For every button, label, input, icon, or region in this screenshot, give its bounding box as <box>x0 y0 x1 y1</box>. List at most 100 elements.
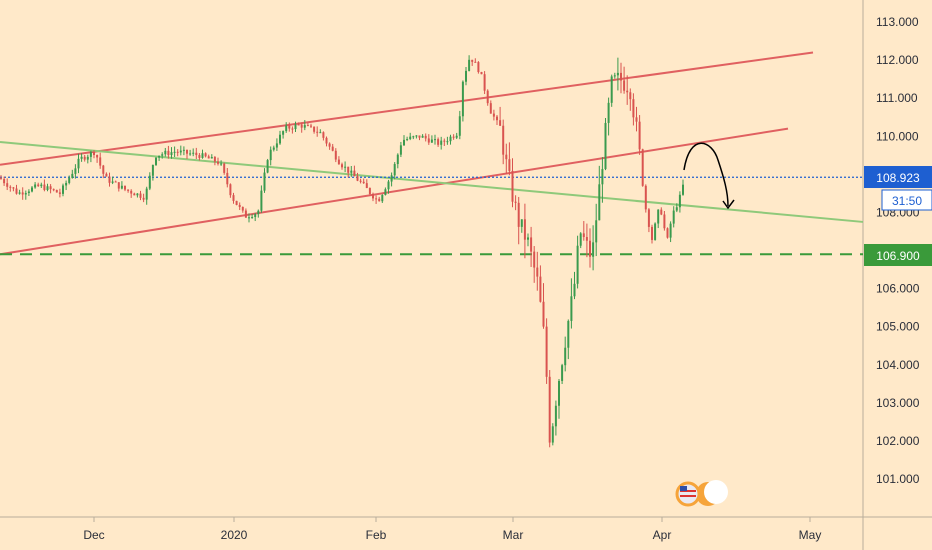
candle <box>201 149 204 159</box>
candle <box>381 194 384 204</box>
candle <box>390 172 393 187</box>
candle <box>427 134 430 145</box>
price-tick-label: 103.000 <box>876 396 920 410</box>
candle <box>334 148 337 163</box>
price-tick-label: 102.000 <box>876 434 920 448</box>
candle <box>58 188 61 198</box>
candle <box>533 246 536 283</box>
candle <box>396 153 399 169</box>
candle <box>65 180 68 191</box>
price-tick-label: 104.000 <box>876 358 920 372</box>
candle <box>359 178 362 184</box>
candle <box>260 185 263 213</box>
candle <box>554 400 557 436</box>
candle <box>294 121 297 132</box>
candle <box>266 158 269 174</box>
candle <box>471 59 474 66</box>
candle <box>158 155 161 161</box>
time-tick-label: Mar <box>503 528 524 542</box>
candle <box>415 135 418 139</box>
candle <box>502 119 505 165</box>
candle <box>651 224 653 244</box>
time-tick-label: 2020 <box>221 528 248 542</box>
candle <box>644 184 647 213</box>
candle <box>136 193 139 198</box>
candle <box>350 165 353 177</box>
overlay-layer <box>683 142 735 210</box>
candle <box>620 62 622 94</box>
candle <box>406 136 409 142</box>
candle <box>675 203 678 213</box>
candle <box>539 265 542 303</box>
candle <box>96 154 99 163</box>
candle <box>616 57 619 91</box>
economic-events-badge[interactable] <box>675 480 728 507</box>
candle <box>589 228 591 268</box>
candle <box>551 423 554 446</box>
green-trend-line[interactable] <box>0 140 864 223</box>
candle <box>71 169 74 179</box>
candle <box>241 206 244 213</box>
candle <box>46 183 49 192</box>
candle <box>604 117 607 171</box>
candle <box>663 210 666 231</box>
candle <box>142 193 145 203</box>
projection-arc[interactable] <box>683 142 729 207</box>
candle <box>213 155 216 166</box>
lower-channel-line[interactable] <box>0 127 789 256</box>
candle <box>3 176 6 186</box>
candle <box>285 122 288 133</box>
candle <box>328 142 331 150</box>
candle <box>102 164 105 179</box>
candle <box>576 235 579 289</box>
candle <box>291 126 294 134</box>
projection-arrow-head <box>722 199 735 210</box>
candle <box>424 133 427 142</box>
candle <box>297 122 300 126</box>
candle <box>582 221 585 241</box>
candle <box>564 336 567 372</box>
candle <box>117 182 120 192</box>
candle <box>626 75 629 105</box>
candle <box>306 122 309 127</box>
candle <box>372 192 374 202</box>
drawing-layer <box>0 51 864 256</box>
candle <box>263 168 266 193</box>
current-price-tag <box>864 166 932 188</box>
candle <box>399 141 402 158</box>
upper-channel-line[interactable] <box>0 51 814 166</box>
candle <box>378 196 381 202</box>
candle <box>353 165 356 177</box>
time-tick-label: Feb <box>366 528 387 542</box>
candle <box>344 161 347 173</box>
price-tick-label: 106.000 <box>876 282 920 296</box>
candle <box>62 183 64 197</box>
candle <box>669 221 672 243</box>
candle <box>179 145 182 156</box>
candle <box>499 106 502 127</box>
candle <box>579 232 582 249</box>
candle <box>89 150 92 163</box>
candle <box>31 185 33 193</box>
candle <box>446 136 449 145</box>
candle <box>561 363 564 384</box>
candle <box>204 152 207 158</box>
candle <box>362 178 365 184</box>
candle <box>437 137 440 147</box>
candle <box>480 71 483 75</box>
us-flag-stripe-2 <box>680 495 696 497</box>
candle <box>313 126 316 134</box>
candle <box>356 172 359 182</box>
candle <box>186 149 188 160</box>
candle <box>623 66 626 94</box>
time-tick-label: Dec <box>83 528 104 542</box>
candle <box>257 209 260 218</box>
candle <box>15 184 18 195</box>
candle <box>322 131 325 141</box>
candle <box>198 153 201 161</box>
candle <box>164 147 167 157</box>
candle <box>468 55 471 72</box>
axes-layer: 113.000112.000111.000110.000108.000106.0… <box>83 15 919 542</box>
candle <box>27 189 30 197</box>
